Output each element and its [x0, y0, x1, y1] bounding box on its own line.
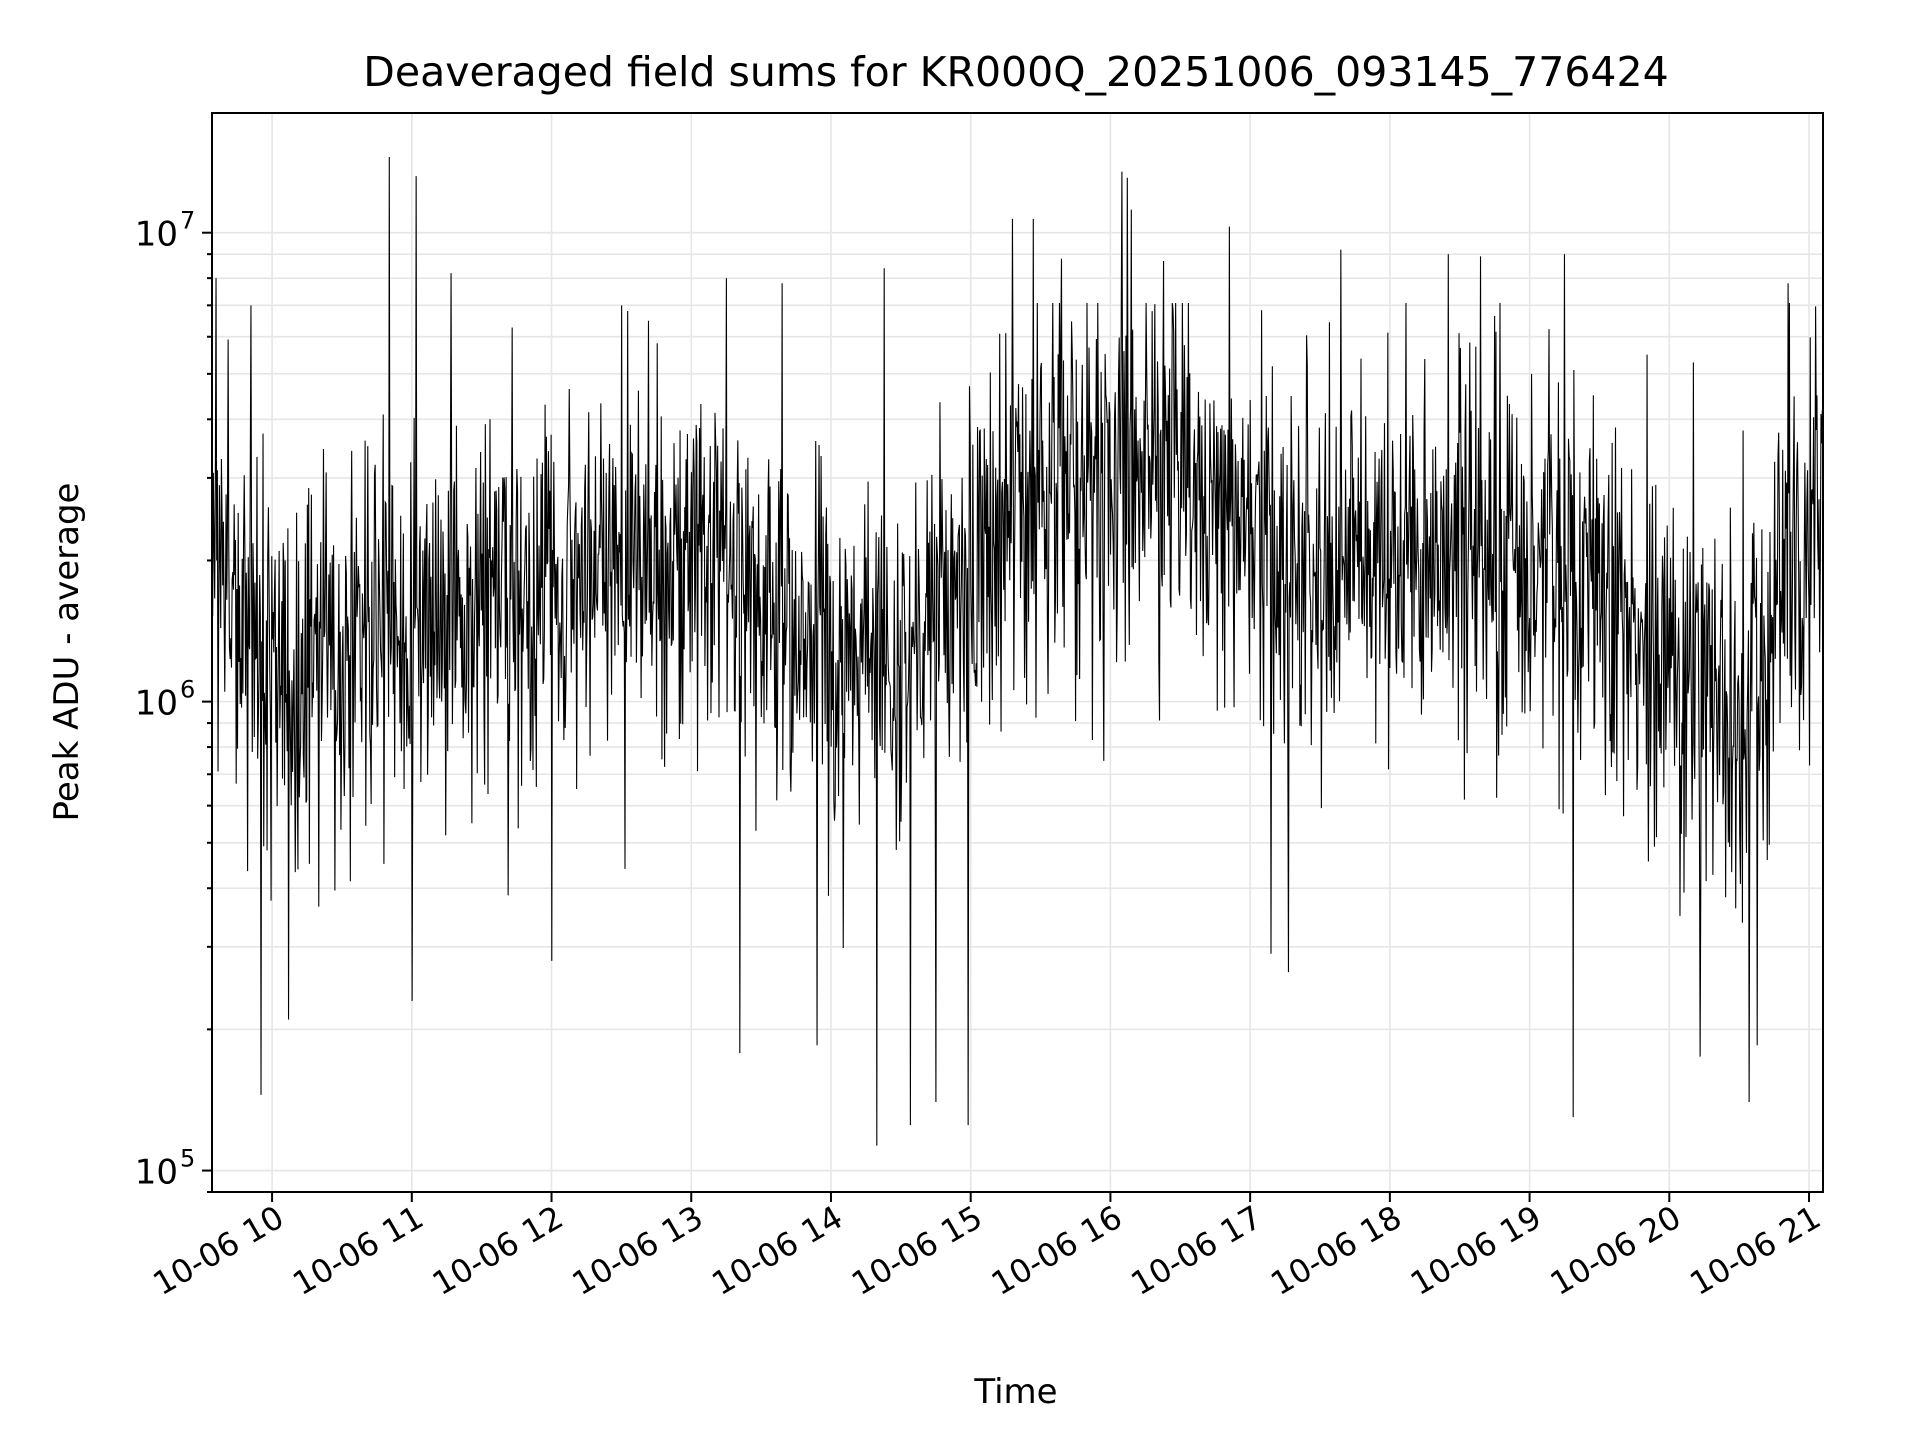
- y-tick-label-base: 10: [135, 684, 178, 724]
- chart-title: Deaveraged field sums for KR000Q_2025100…: [363, 48, 1668, 96]
- y-tick-label: 10 5: [135, 1145, 196, 1193]
- plot-area-background: [212, 113, 1823, 1192]
- y-tick-label-exponent: 7: [180, 207, 195, 235]
- y-tick-label: 10 7: [135, 207, 196, 255]
- y-tick-label-exponent: 5: [180, 1145, 195, 1173]
- y-axis-label: Peak ADU - average: [47, 483, 87, 822]
- series-group: [212, 157, 1823, 1146]
- plot-frame: [211, 112, 1824, 1193]
- x-axis-label: Time: [973, 1372, 1057, 1412]
- y-tick-label-exponent: 6: [180, 676, 195, 704]
- y-tick-label: 10 6: [135, 676, 196, 724]
- grid: [212, 113, 1823, 1193]
- y-tick-label-base: 10: [135, 1153, 178, 1193]
- y-tick-label-base: 10: [135, 215, 178, 255]
- series-line: [212, 157, 1823, 1146]
